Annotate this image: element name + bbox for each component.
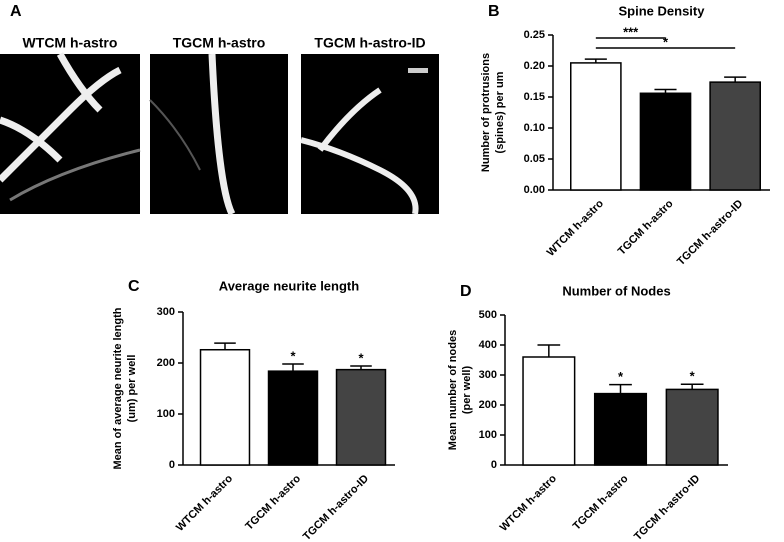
y-tick-label: 300 xyxy=(157,306,175,318)
x-tick-label: TGCM h-astro xyxy=(571,473,631,533)
image-title: WTCM h-astro xyxy=(23,35,118,51)
y-tick-label: 200 xyxy=(157,357,175,369)
x-tick-label: TGCM h-astro xyxy=(616,198,676,258)
bar xyxy=(709,81,761,191)
x-tick-label: TGCM h-astro xyxy=(243,473,303,533)
y-axis-label: (um) per well xyxy=(126,355,138,423)
bar xyxy=(639,92,692,191)
bar xyxy=(522,356,576,466)
x-tick-label: WTCM h-astro xyxy=(498,472,559,533)
micrograph xyxy=(300,54,439,215)
x-tick-label: TGCM h-astro-ID xyxy=(675,198,745,268)
y-axis-label: (spines) per um xyxy=(494,71,506,153)
y-axis-label: Mean number of nodes xyxy=(447,330,459,450)
bar xyxy=(335,368,387,466)
y-tick-label: 300 xyxy=(479,369,497,381)
x-tick-label: TGCM h-astro-ID xyxy=(632,473,702,542)
y-tick-label: 0 xyxy=(169,459,175,471)
y-tick-label: 0.05 xyxy=(524,153,545,165)
significance: * xyxy=(618,369,624,384)
y-tick-label: 500 xyxy=(479,309,497,321)
y-axis-label: Number of protrusions xyxy=(480,53,492,172)
micrograph xyxy=(149,53,288,216)
bar xyxy=(593,392,648,466)
bar xyxy=(267,370,319,466)
micrograph xyxy=(0,52,141,214)
panel-label: B xyxy=(488,3,500,20)
panel-label: A xyxy=(10,3,22,20)
y-tick-label: 0.00 xyxy=(524,184,545,196)
significance: * xyxy=(358,350,364,365)
bar xyxy=(570,62,622,191)
panel-label: D xyxy=(460,283,472,300)
y-tick-label: 0 xyxy=(491,459,497,471)
y-tick-label: 400 xyxy=(479,339,497,351)
panel-label: C xyxy=(128,278,140,295)
x-tick-label: WTCM h-astro xyxy=(545,197,606,258)
image-title: TGCM h-astro xyxy=(173,35,266,51)
significance: * xyxy=(690,369,696,384)
significance: *** xyxy=(623,24,639,39)
bar xyxy=(199,348,251,466)
image-title: TGCM h-astro-ID xyxy=(314,35,425,51)
chart-title: Spine Density xyxy=(619,3,706,18)
x-tick-label: TGCM h-astro-ID xyxy=(301,473,371,542)
y-tick-label: 100 xyxy=(479,429,497,441)
significance: * xyxy=(663,34,669,49)
x-tick-label: WTCM h-astro xyxy=(174,472,235,533)
chart-title: Number of Nodes xyxy=(562,283,670,298)
y-tick-label: 0.25 xyxy=(524,29,545,41)
y-axis-label: Mean of average neurite length xyxy=(112,307,124,469)
y-tick-label: 0.15 xyxy=(524,91,545,103)
y-tick-label: 200 xyxy=(479,399,497,411)
significance: * xyxy=(290,348,296,363)
y-tick-label: 0.20 xyxy=(524,60,545,72)
y-tick-label: 0.10 xyxy=(524,122,545,134)
bar xyxy=(665,388,719,466)
chart-title: Average neurite length xyxy=(219,278,359,293)
y-axis-label: (per well) xyxy=(461,366,473,415)
y-tick-label: 100 xyxy=(157,408,175,420)
